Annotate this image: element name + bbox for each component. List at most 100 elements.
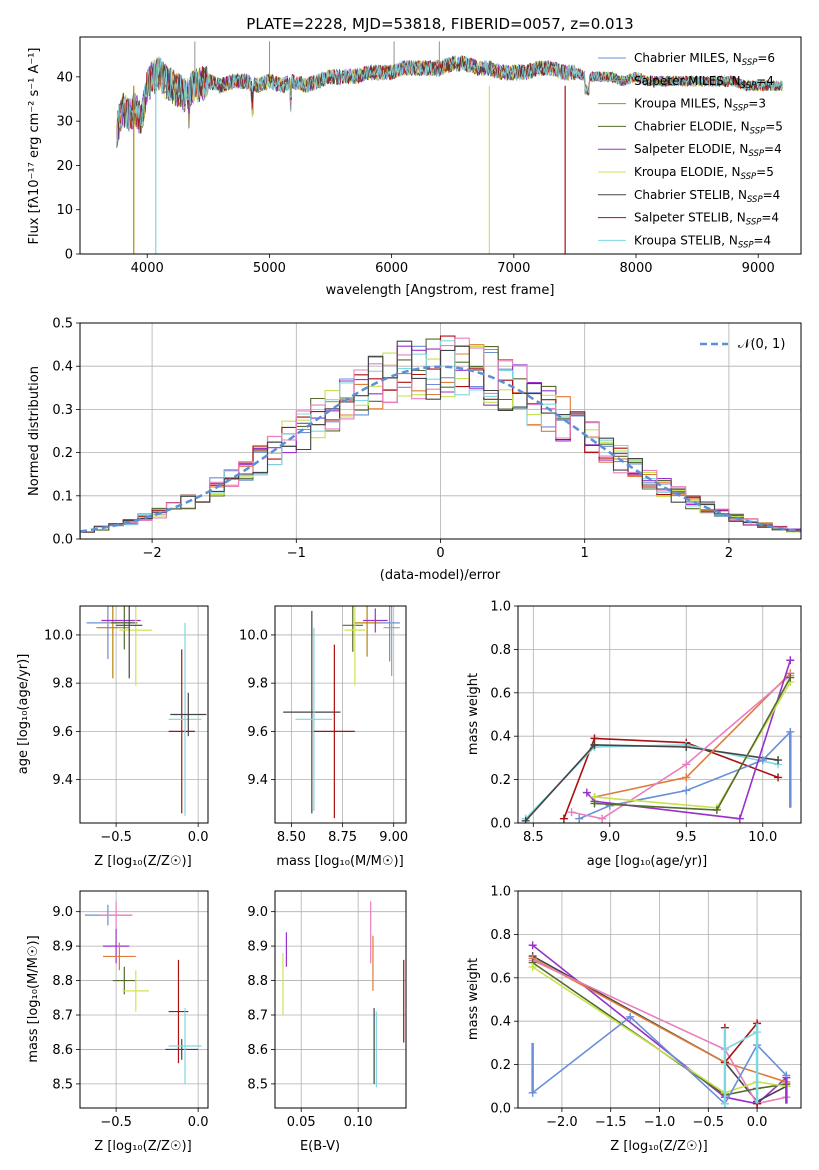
weight-vs-Z-xtick-label: 0.0 xyxy=(747,1115,768,1130)
weight-vs-age-marker xyxy=(521,816,530,823)
residuals-xtick-label: 2 xyxy=(725,546,733,561)
weight-vs-age-marker xyxy=(786,673,795,682)
residuals-plot-area: −2 −1 0 1 2 0.0 0.1 0.2 0.3 0.4 0.5 xyxy=(52,317,802,561)
spectrum-legend-label: Chabrier STELIB, NSSP=4 xyxy=(634,188,780,205)
age-vs-Z-xtick-label: 0.0 xyxy=(188,830,209,845)
age-vs-mass-frame xyxy=(274,605,407,824)
weight-vs-Z-marker xyxy=(528,941,537,950)
weight-vs-Z-series xyxy=(532,944,787,1105)
residuals-ytick-label: 0.0 xyxy=(52,533,73,548)
mass-vs-Z-ytick-label: 9.0 xyxy=(52,905,73,920)
weight-vs-age-ytick-label: 1.0 xyxy=(490,600,511,615)
mass-vs-EBV-ytick-label: 8.6 xyxy=(247,1043,268,1058)
spectrum-legend-label: Salpeter ELODIE, NSSP=4 xyxy=(634,142,782,159)
weight-vs-Z-series xyxy=(532,959,787,1105)
weight-vs-Z-ytick-label: 0.8 xyxy=(490,928,511,943)
residuals-xtick-label: 1 xyxy=(581,546,589,561)
age-vs-Z-panel: −0.5 0.0 9.4 9.6 9.8 10.0 Z [log₁₀(Z/Z☉)] age… xyxy=(16,605,209,869)
weight-vs-age-marker xyxy=(682,760,691,769)
mass-vs-Z-xtick-label: 0.0 xyxy=(188,1115,209,1130)
age-vs-Z-xlabel: Z [log₁₀(Z/Z☉)] xyxy=(94,854,191,869)
weight-vs-age-panel: 8.5 9.0 9.5 10.0 0.0 0.2 0.4 0.6 0.8 1.0 age [log… xyxy=(466,600,802,869)
weight-vs-age-xlabel: age [log₁₀(age/yr)] xyxy=(587,854,708,869)
weight-vs-age-ytick-label: 0.6 xyxy=(490,686,511,701)
residuals-xtick-label: −1 xyxy=(287,546,306,561)
normal-legend-label: 𝒩(0, 1) xyxy=(738,337,785,352)
age-vs-mass-xtick-label: 8.50 xyxy=(277,830,306,845)
weight-vs-age-marker xyxy=(774,756,783,765)
weight-vs-Z-xtick-label: −0.5 xyxy=(693,1115,725,1130)
age-vs-Z-ytick-label: 10.0 xyxy=(44,628,73,643)
residuals-ytick-label: 0.5 xyxy=(52,317,73,332)
mass-vs-EBV-ytick-label: 8.7 xyxy=(247,1009,268,1024)
weight-vs-Z-series xyxy=(532,966,787,1094)
weight-vs-age-marker xyxy=(582,788,591,797)
age-vs-mass-ytick-label: 9.4 xyxy=(247,773,268,788)
weight-vs-age-series xyxy=(563,737,779,819)
mass-vs-EBV-xtick-label: 0.10 xyxy=(344,1115,373,1130)
weight-vs-age-marker xyxy=(559,814,568,823)
residuals-ylabel: Normed distribution xyxy=(27,366,42,496)
spectrum-ylabel: Flux [fλ10⁻¹⁷ erg cm⁻² s⁻¹ A⁻¹] xyxy=(27,48,42,245)
mass-vs-Z-panel: −0.5 0.0 8.5 8.6 8.7 8.8 8.9 9.0 Z [log₁₀(Z/Z☉)… xyxy=(26,890,209,1154)
mass-vs-EBV-frame xyxy=(274,890,407,1109)
spectrum-frame xyxy=(79,36,802,255)
weight-vs-age-ytick-label: 0.4 xyxy=(490,730,511,745)
residuals-ytick-label: 0.1 xyxy=(52,489,73,504)
weight-vs-Z-series xyxy=(532,961,787,1096)
spectrum-legend-label: Salpeter MILES, NSSP=4 xyxy=(634,74,774,91)
mass-vs-Z-plot-area: −0.5 0.0 8.5 8.6 8.7 8.8 8.9 9.0 xyxy=(52,890,209,1130)
spectrum-xtick-label: 5000 xyxy=(253,261,286,276)
weight-vs-age-marker xyxy=(682,773,691,782)
weight-vs-age-marker xyxy=(735,814,744,823)
spectrum-legend-label: Chabrier MILES, NSSP=6 xyxy=(634,51,775,68)
weight-vs-age-marker xyxy=(712,805,721,814)
mass-vs-EBV-panel: 0.05 0.10 8.5 8.6 8.7 8.8 8.9 9.0 E(B-V) xyxy=(247,890,407,1154)
age-vs-mass-panel: 8.50 8.75 9.00 9.4 9.6 9.8 10.0 mass [log₁₀(M/… xyxy=(239,605,408,869)
age-vs-mass-xtick-label: 8.75 xyxy=(328,830,357,845)
age-vs-mass-ytick-label: 9.8 xyxy=(247,677,268,692)
weight-vs-age-marker xyxy=(774,773,783,782)
residuals-histogram xyxy=(80,340,801,539)
weight-vs-age-marker xyxy=(575,814,584,823)
weight-vs-age-marker xyxy=(567,808,576,817)
weight-vs-Z-xlabel: Z [log₁₀(Z/Z☉)] xyxy=(610,1139,707,1154)
residuals-ytick-label: 0.4 xyxy=(52,360,73,375)
weight-vs-age-ytick-label: 0.8 xyxy=(490,643,511,658)
mass-vs-EBV-xtick-label: 0.05 xyxy=(287,1115,316,1130)
age-vs-Z-ytick-label: 9.4 xyxy=(52,773,73,788)
weight-vs-age-marker xyxy=(682,743,691,752)
spectrum-ytick-label: 20 xyxy=(56,159,73,174)
weight-vs-Z-marker xyxy=(626,1012,635,1021)
weight-vs-Z-ytick-label: 0.2 xyxy=(490,1058,511,1073)
age-vs-mass-ytick-label: 10.0 xyxy=(239,628,268,643)
residuals-xlabel: (data-model)/error xyxy=(380,568,501,583)
weight-vs-age-marker xyxy=(758,756,767,765)
mass-vs-Z-ytick-label: 8.6 xyxy=(52,1043,73,1058)
spectrum-series xyxy=(116,54,783,148)
spectrum-plot-area: 4000 5000 6000 7000 8000 9000 0 10 20 30 40 xyxy=(56,36,802,276)
mass-vs-Z-frame xyxy=(79,890,209,1109)
age-vs-Z-frame xyxy=(79,605,209,824)
age-vs-Z-xtick-label: −0.5 xyxy=(100,830,132,845)
age-vs-Z-plot-area: −0.5 0.0 9.4 9.6 9.8 10.0 xyxy=(44,605,209,845)
residuals-xtick-label: 0 xyxy=(436,546,444,561)
weight-vs-age-plot-area: 8.5 9.0 9.5 10.0 0.0 0.2 0.4 0.6 0.8 1.0 xyxy=(490,600,802,845)
weight-vs-age-series xyxy=(525,744,779,822)
weight-vs-Z-xtick-label: −1.5 xyxy=(595,1115,627,1130)
weight-vs-Z-ytick-label: 0.4 xyxy=(490,1015,511,1030)
weight-vs-age-marker xyxy=(590,799,599,808)
spectrum-ytick-label: 40 xyxy=(56,70,73,85)
weight-vs-age-ytick-label: 0.0 xyxy=(490,817,511,832)
spectrum-ytick-label: 0 xyxy=(65,248,73,263)
weight-vs-Z-plot-area: −2.0 −1.5 −1.0 −0.5 0.0 0.0 0.2 0.4 0.6 0.8 1.0 xyxy=(490,885,802,1130)
mass-vs-EBV-ytick-label: 9.0 xyxy=(247,905,268,920)
mass-vs-Z-ytick-label: 8.7 xyxy=(52,1009,73,1024)
spectrum-xtick-label: 4000 xyxy=(131,261,164,276)
mass-vs-EBV-plot-area: 0.05 0.10 8.5 8.6 8.7 8.8 8.9 9.0 xyxy=(247,890,407,1130)
weight-vs-Z-panel: −2.0 −1.5 −1.0 −0.5 0.0 0.0 0.2 0.4 0.6 0.8 1.0 Z … xyxy=(466,885,802,1154)
spectrum-panel: PLATE=2228, MJD=53818, FIBERID=0057, z=0… xyxy=(27,15,802,298)
spectrum-xtick-label: 7000 xyxy=(497,261,530,276)
spectrum-xtick-label: 8000 xyxy=(619,261,652,276)
